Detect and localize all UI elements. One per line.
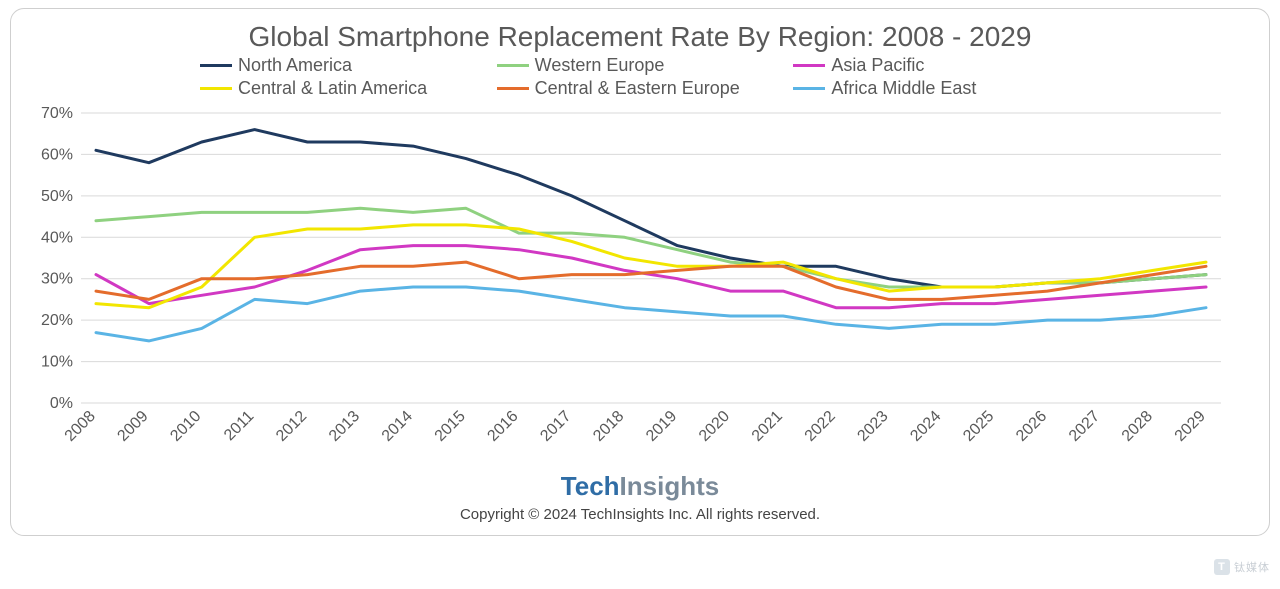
svg-text:2025: 2025 (960, 408, 997, 445)
svg-text:2018: 2018 (590, 408, 627, 445)
brand-logo-part2: Insights (620, 471, 720, 501)
legend-item: Central & Latin America (200, 78, 487, 99)
legend-item: North America (200, 55, 487, 76)
svg-text:2012: 2012 (273, 408, 310, 445)
svg-text:60%: 60% (41, 146, 73, 163)
series-line (96, 287, 1206, 341)
legend-item: Central & Eastern Europe (497, 78, 784, 99)
svg-text:2016: 2016 (484, 408, 521, 445)
legend-swatch (793, 64, 825, 67)
svg-text:2021: 2021 (749, 408, 786, 445)
svg-text:10%: 10% (41, 354, 73, 371)
svg-text:2022: 2022 (802, 408, 839, 445)
chart-plot-area: 0% 10% 20% 30% 40% 50% 60% 70% 2008 2009 2010 2011 2… (31, 103, 1249, 463)
svg-text:2023: 2023 (854, 408, 891, 445)
watermark: T 钛媒体 (1214, 559, 1270, 575)
svg-text:2013: 2013 (326, 408, 363, 445)
svg-text:70%: 70% (41, 105, 73, 122)
line-chart-svg: 0% 10% 20% 30% 40% 50% 60% 70% 2008 2009 2010 2011 2… (31, 103, 1241, 463)
legend-swatch (497, 87, 529, 90)
watermark-text: 钛媒体 (1234, 559, 1270, 575)
legend-label: Africa Middle East (831, 78, 976, 99)
legend-item: Asia Pacific (793, 55, 1080, 76)
legend-swatch (200, 87, 232, 90)
svg-text:2010: 2010 (167, 408, 204, 445)
brand-logo: TechInsights (31, 471, 1249, 502)
legend-item: Africa Middle East (793, 78, 1080, 99)
svg-text:2011: 2011 (221, 408, 257, 444)
svg-text:2027: 2027 (1066, 408, 1103, 445)
chart-legend: North America Western Europe Asia Pacific C… (200, 55, 1080, 99)
svg-text:40%: 40% (41, 229, 73, 246)
legend-item: Western Europe (497, 55, 784, 76)
svg-text:2019: 2019 (643, 408, 680, 445)
svg-text:2026: 2026 (1013, 408, 1050, 445)
brand-logo-part1: Tech (561, 471, 620, 501)
svg-text:2020: 2020 (696, 408, 733, 445)
legend-label: Western Europe (535, 55, 665, 76)
legend-swatch (793, 87, 825, 90)
watermark-icon: T (1214, 559, 1230, 575)
svg-text:2015: 2015 (432, 408, 469, 445)
svg-text:2024: 2024 (907, 408, 944, 445)
legend-label: Central & Eastern Europe (535, 78, 740, 99)
svg-text:2009: 2009 (114, 408, 151, 445)
legend-label: Asia Pacific (831, 55, 924, 76)
legend-label: North America (238, 55, 352, 76)
svg-text:2008: 2008 (62, 408, 99, 445)
svg-text:20%: 20% (41, 312, 73, 329)
legend-swatch (200, 64, 232, 67)
series-line (96, 262, 1206, 299)
svg-text:2014: 2014 (379, 408, 416, 445)
svg-text:2029: 2029 (1172, 408, 1209, 445)
copyright-text: Copyright © 2024 TechInsights Inc. All r… (31, 506, 1249, 523)
svg-text:30%: 30% (41, 271, 73, 288)
svg-text:50%: 50% (41, 188, 73, 205)
chart-title: Global Smartphone Replacement Rate By Re… (31, 21, 1249, 53)
svg-text:0%: 0% (50, 395, 73, 412)
legend-swatch (497, 64, 529, 67)
svg-text:2017: 2017 (537, 408, 574, 445)
chart-card: Global Smartphone Replacement Rate By Re… (10, 8, 1270, 536)
svg-text:2028: 2028 (1119, 408, 1156, 445)
legend-label: Central & Latin America (238, 78, 427, 99)
